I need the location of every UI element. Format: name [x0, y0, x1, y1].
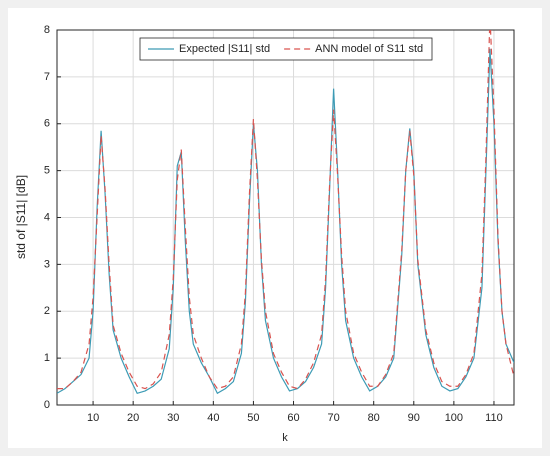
y-tick-label: 0 — [44, 399, 50, 411]
y-tick-label: 3 — [44, 258, 50, 270]
data-line — [57, 30, 514, 390]
y-tick-label: 5 — [44, 165, 50, 177]
plot-frame — [56, 29, 515, 406]
y-tick-label: 1 — [44, 352, 50, 364]
y-tick-label: 7 — [44, 71, 50, 83]
x-tick-label: 50 — [247, 412, 259, 424]
x-tick-label: 20 — [127, 412, 139, 424]
data-line — [57, 48, 514, 395]
x-tick-label: 40 — [207, 412, 219, 424]
legend-label: Expected |S11| std — [179, 43, 270, 55]
legend-label: ANN model of S11 std — [315, 43, 423, 55]
x-tick-label: 100 — [445, 412, 463, 424]
y-tick-label: 6 — [44, 118, 50, 130]
x-tick-label: 110 — [485, 412, 503, 424]
x-tick-label: 30 — [167, 412, 179, 424]
x-tick-label: 60 — [287, 412, 299, 424]
y-tick-label: 4 — [44, 211, 50, 223]
x-tick-label: 70 — [327, 412, 339, 424]
y-axis-label: std of |S11| [dB] — [14, 175, 28, 259]
x-tick-label: 90 — [408, 412, 420, 424]
y-tick-label: 2 — [44, 305, 50, 317]
series-group — [57, 30, 514, 395]
x-tick-label: 10 — [87, 412, 99, 424]
x-tick-label: 80 — [368, 412, 380, 424]
x-axis-label: k — [282, 432, 288, 444]
y-tick-label: 8 — [44, 24, 50, 36]
